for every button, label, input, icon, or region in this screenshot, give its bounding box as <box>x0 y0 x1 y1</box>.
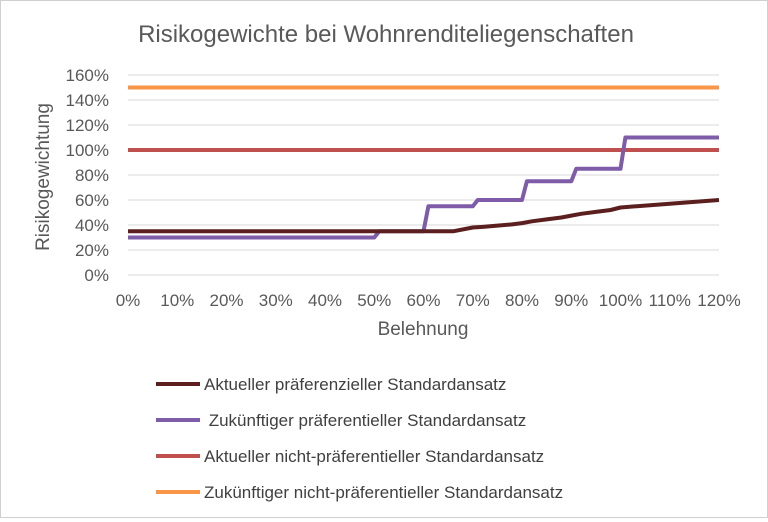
y-tick-label: 20% <box>75 241 109 260</box>
x-tick-label: 0% <box>116 291 141 310</box>
x-tick-label: 40% <box>308 291 342 310</box>
y-tick-label: 60% <box>75 191 109 210</box>
series-line-0 <box>128 198 720 234</box>
y-tick-label: 0% <box>84 266 109 285</box>
x-tick-label: 100% <box>599 291 642 310</box>
chart-title: Risikogewichte bei Wohnrenditeliegenscha… <box>138 21 634 48</box>
x-tick-label: 70% <box>456 291 490 310</box>
y-tick-label: 100% <box>66 141 109 160</box>
x-tick-label: 50% <box>357 291 391 310</box>
x-tick-label: 20% <box>209 291 243 310</box>
x-tick-label: 10% <box>160 291 194 310</box>
legend-label: Aktueller nicht-präferentieller Standard… <box>204 447 544 466</box>
x-tick-label: 90% <box>554 291 588 310</box>
x-tick-label: 110% <box>649 291 691 310</box>
legend: Aktueller präferenzieller Standardansatz… <box>156 375 563 502</box>
legend-label: Zukünftiger nicht-präferentieller Standa… <box>204 483 563 502</box>
y-tick-label: 140% <box>66 91 109 110</box>
series-lines <box>128 85 720 240</box>
legend-label: Zukünftiger präferentieller Standardansa… <box>204 411 526 430</box>
x-axis-label: Belehnung <box>378 319 469 340</box>
x-tick-label: 30% <box>259 291 293 310</box>
grid <box>128 74 719 276</box>
series-line-1 <box>128 135 719 240</box>
y-tick-label: 80% <box>75 166 109 185</box>
y-tick-label: 40% <box>75 216 109 235</box>
y-tick-label: 120% <box>66 116 109 135</box>
y-tick-labels: 0% 20% 40% 60% 80% 100% 120% 140% 160% <box>66 66 109 285</box>
x-tick-label: 120% <box>697 291 740 310</box>
y-tick-label: 160% <box>66 66 109 85</box>
legend-label: Aktueller präferenzieller Standardansatz <box>204 375 506 394</box>
x-tick-label: 80% <box>505 291 539 310</box>
x-tick-labels: 0% 10% 20% 30% 40% 50% 60% 70% 80% 90% 100% 110% 120… <box>116 291 741 310</box>
y-axis-label: Risikogewichtung <box>33 103 54 251</box>
x-tick-label: 60% <box>406 291 440 310</box>
